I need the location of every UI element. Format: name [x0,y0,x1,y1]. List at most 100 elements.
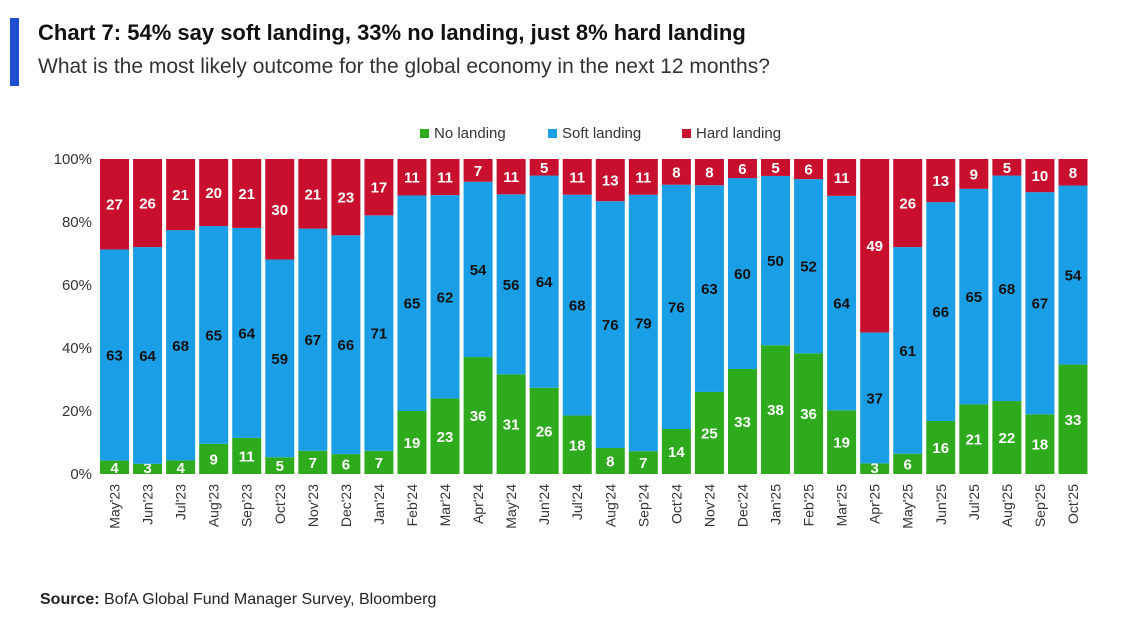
bar-segment [727,178,757,369]
data-label: 18 [569,437,586,454]
bar-segment [794,353,824,474]
data-label: 11 [569,169,585,186]
data-label: 71 [371,326,388,343]
bar-segment [199,443,229,474]
legend-swatch-0 [420,129,429,138]
x-tick-label: Oct'23 [272,484,288,524]
data-label: 5 [540,160,548,177]
x-tick-label: Oct'24 [668,484,684,524]
bar-segment [529,175,559,388]
bar-segment [298,228,328,451]
data-label: 5 [1003,160,1011,177]
bar-segment [761,159,791,176]
bar-segment [595,201,625,449]
bar-segment [860,463,890,474]
x-tick-label: Jul'23 [173,484,189,520]
x-tick-label: Jun'24 [536,484,552,525]
data-label: 11 [239,448,255,465]
bar-segment [331,454,361,474]
x-tick-label: Jun'25 [933,484,949,525]
data-label: 11 [404,170,420,187]
bar-segment [794,179,824,354]
data-label: 21 [965,432,982,449]
chart-subtitle: What is the most likely outcome for the … [38,55,770,78]
bar-segment [529,159,559,176]
data-label: 65 [965,289,982,306]
bar-segment [694,391,724,474]
bar-segment [496,159,526,195]
x-tick-label: Nov'24 [701,484,717,527]
bar-segment [232,437,262,474]
data-label: 26 [139,196,156,213]
data-label: 16 [932,440,949,457]
bar-segment [496,194,526,375]
data-label: 6 [904,456,912,473]
x-tick-label: Mar'25 [834,484,850,527]
data-label: 23 [338,190,355,207]
bar-segment [133,247,163,464]
bar-segment [133,159,163,248]
data-label: 7 [309,455,317,472]
data-label: 79 [635,315,652,332]
y-tick-label: 100% [54,151,92,168]
legend-swatch-2 [682,129,691,138]
bar-segment [430,159,460,196]
data-label: 38 [767,402,784,419]
data-label: 8 [672,164,680,181]
data-label: 18 [1032,437,1049,454]
data-label: 59 [271,351,288,368]
legend-label-2: Hard landing [696,125,781,142]
x-tick-label: Jan'25 [768,484,784,525]
bar-segment [661,159,691,185]
data-label: 9 [970,166,978,183]
bar-segment [166,230,196,461]
data-label: 64 [833,296,850,313]
x-tick-label: May'25 [900,484,916,529]
data-label: 25 [701,425,718,442]
data-label: 9 [210,451,218,468]
bar-segment [1058,185,1088,365]
bar-segment [860,332,890,464]
data-label: 11 [503,169,519,186]
data-label: 67 [1032,296,1049,313]
bar-segment [562,194,592,416]
bar-segment [827,410,857,474]
bar-segment [595,448,625,474]
data-label: 33 [1065,412,1082,429]
data-label: 76 [668,299,685,316]
bar-segment [926,202,956,421]
data-label: 21 [238,186,255,203]
bar-segment [827,159,857,196]
bar-segment [992,175,1022,402]
bar-segment [265,159,295,260]
data-label: 21 [304,186,321,203]
x-tick-label: Jun'23 [140,484,156,525]
bar-segment [694,159,724,186]
bar-segment [100,159,130,250]
bar-segment [364,215,394,451]
bar-segment [331,159,361,236]
bar-segment [661,429,691,474]
data-label: 66 [932,304,949,321]
data-label: 36 [470,408,487,425]
bar-segment [1025,159,1055,193]
bar-segment [1058,159,1088,186]
bar-segment [893,453,923,474]
bar-segment [727,369,757,474]
data-label: 5 [771,160,779,177]
data-label: 63 [701,281,718,298]
source-text: BofA Global Fund Manager Survey, Bloombe… [104,591,437,608]
data-label: 11 [437,170,453,187]
y-tick-label: 80% [62,214,92,231]
x-tick-label: Feb'24 [404,484,420,527]
bar-segment [628,451,658,474]
bar-segment [199,159,229,227]
data-label: 11 [635,169,651,186]
bar-segment [992,401,1022,474]
bar-segment [364,159,394,216]
x-tick-label: Mar'24 [437,484,453,527]
bar-segment [926,159,956,203]
data-label: 17 [371,180,388,197]
data-label: 3 [143,460,151,477]
bar-segment [298,450,328,474]
